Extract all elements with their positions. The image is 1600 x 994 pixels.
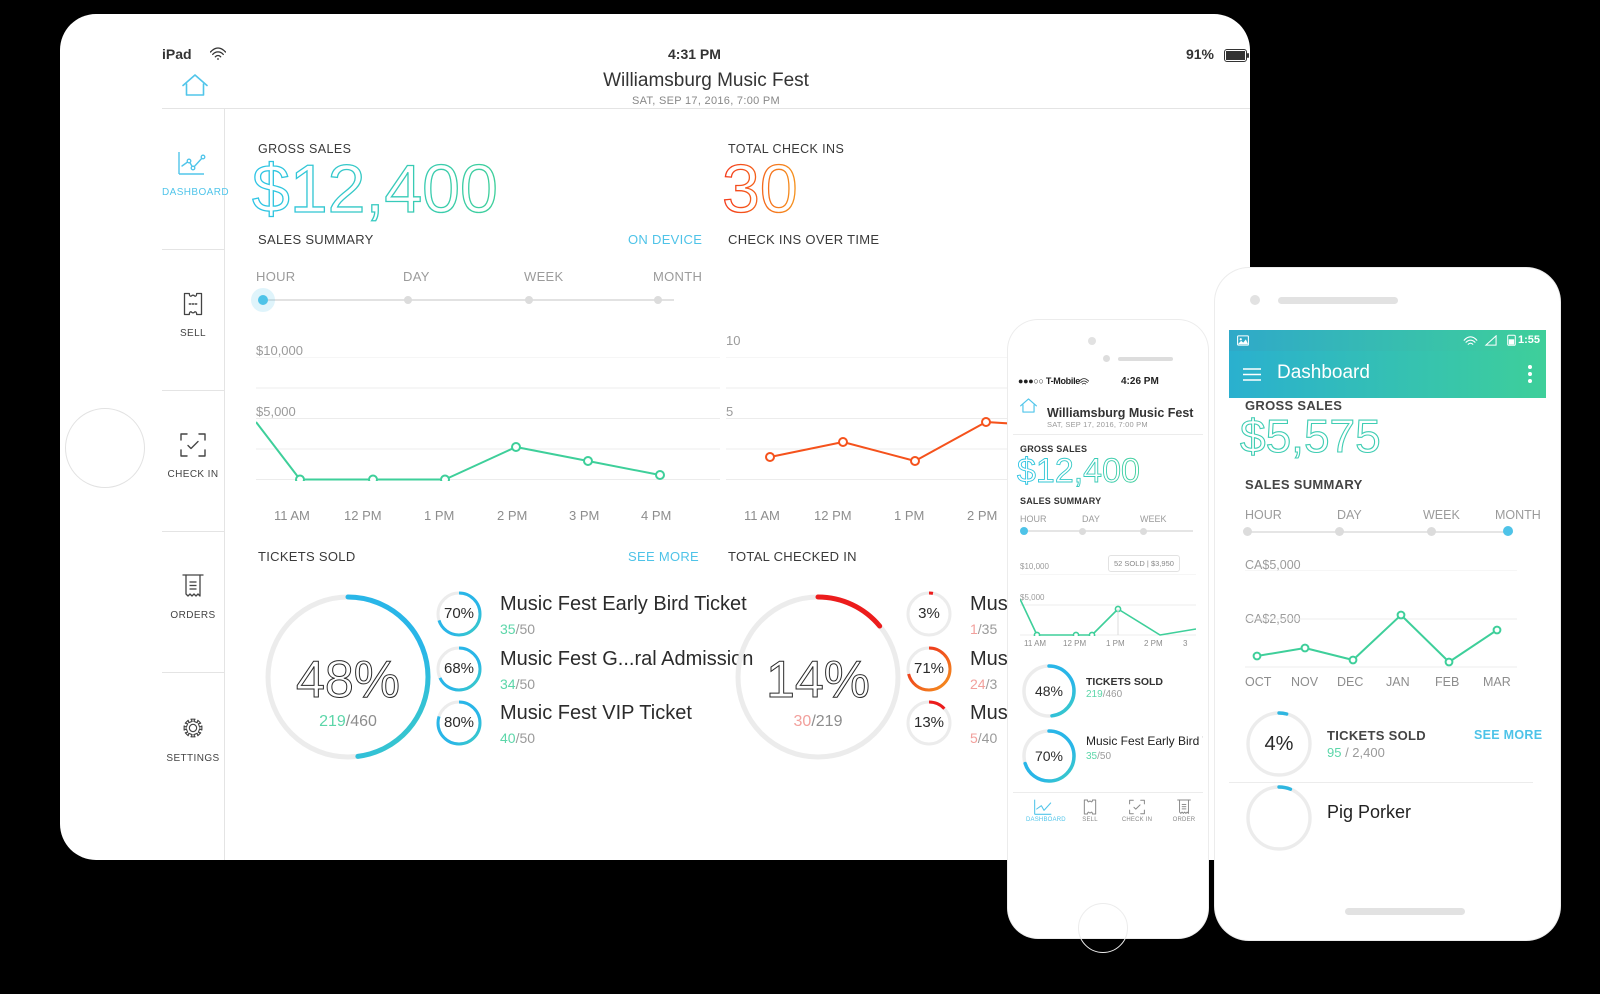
svg-text:$5,575: $5,575 xyxy=(1240,410,1381,462)
svg-text:48%: 48% xyxy=(296,651,400,709)
svg-text:30: 30 xyxy=(722,151,798,227)
svg-text:14%: 14% xyxy=(766,651,870,709)
svg-text:$12,400: $12,400 xyxy=(252,151,498,227)
svg-text:$12,400: $12,400 xyxy=(1017,452,1140,490)
